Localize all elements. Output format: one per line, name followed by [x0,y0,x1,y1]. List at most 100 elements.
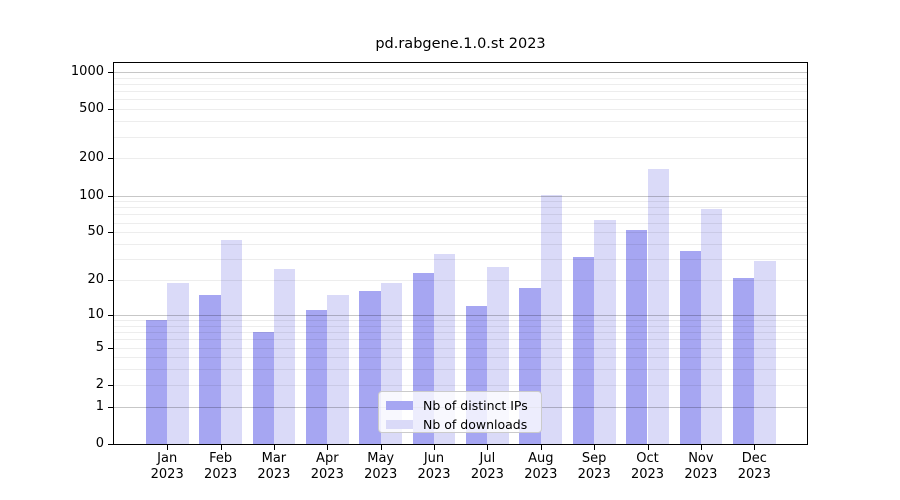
x-tick-label-mar: Mar 2023 [257,451,291,482]
y-tick-label: 0 [95,436,104,451]
y-tick-mark [108,444,113,445]
legend-item-distinct-ips: Nb of distinct IPs [386,396,541,414]
x-tick-label-nov: Nov 2023 [684,451,718,482]
bar-downloads-nov [700,209,723,444]
x-tick-mark [380,445,382,450]
x-tick-label-sep: Sep 2023 [577,451,611,482]
gridline-minor [114,244,807,245]
x-tick-label-jul: Jul 2023 [470,451,504,482]
y-tick-label: 1000 [70,63,104,79]
y-tick-mark [108,314,113,316]
bar-distinct-ips-oct [626,230,648,444]
x-tick-label-feb: Feb 2023 [204,451,238,482]
legend-label-distinct-ips: Nb of distinct IPs [423,397,528,413]
x-tick-mark [273,445,275,450]
y-tick-mark [108,109,113,111]
bar-downloads-sep [594,220,616,444]
x-tick-label-jun: Jun 2023 [417,451,451,482]
y-tick-mark [108,232,113,234]
bar-downloads-feb [220,240,242,444]
y-tick-mark [108,347,113,349]
gridline-minor [114,201,807,203]
bar-distinct-ips-sep [572,257,595,444]
gridline-minor [114,109,807,111]
gridline-minor [114,121,807,123]
gridline-minor [114,222,807,224]
gridline-minor [114,325,807,327]
bar-downloads-dec [754,260,776,444]
gridline-minor [114,83,807,85]
x-tick-label-jan: Jan 2023 [150,451,184,482]
bar-downloads-aug [540,194,563,444]
gridline-minor [114,214,807,216]
y-tick-label: 50 [87,224,104,240]
gridline-minor [114,339,807,341]
y-tick-label: 5 [95,339,104,355]
bar-distinct-ips-nov [679,251,701,444]
x-tick-mark [594,445,596,450]
bar-downloads-oct [647,169,669,444]
x-tick-mark [700,445,702,450]
bar-distinct-ips-mar [252,332,274,444]
gridline-minor [114,207,807,209]
x-tick-mark [540,445,542,450]
y-tick-mark [108,71,113,73]
legend-swatch-downloads [386,419,413,429]
x-tick-label-apr: Apr 2023 [310,451,344,482]
x-tick-mark [220,445,222,450]
x-tick-mark [754,445,756,450]
gridline-minor [114,347,807,349]
bars-layer [114,63,807,444]
bar-distinct-ips-dec [732,277,755,444]
x-tick-mark [434,445,435,450]
gridline-major [114,314,807,316]
y-tick-mark [108,158,113,160]
gridline-minor [114,232,807,234]
gridline-minor [114,91,807,93]
gridline-minor [114,136,807,138]
bar-downloads-jan [167,282,189,444]
y-tick-label: 10 [87,306,104,322]
bar-downloads-apr [327,294,349,444]
y-tick-mark [108,195,113,197]
legend: Nb of distinct IPs Nb of downloads [378,391,542,433]
y-tick-label: 500 [79,101,104,117]
x-tick-mark [327,445,329,450]
bar-distinct-ips-apr [305,310,328,444]
x-tick-label-may: May 2023 [364,451,398,482]
plot-area [113,62,808,445]
chart-title: pd.rabgene.1.0.st 2023 [375,36,546,52]
bar-distinct-ips-feb [199,294,221,444]
x-tick-mark [647,445,649,450]
y-tick-mark [108,280,113,281]
gridline-minor [114,369,807,371]
bar-distinct-ips-jan [145,320,168,444]
y-tick-label: 2 [95,376,104,392]
gridline-minor [114,320,807,321]
legend-label-downloads: Nb of downloads [423,416,528,432]
y-tick-mark [108,406,113,408]
x-tick-label-dec: Dec 2023 [737,451,771,482]
gridlines-layer [114,63,807,444]
gridline-minor [114,99,807,101]
gridline-minor [114,280,807,281]
x-tick-label-aug: Aug 2023 [524,451,558,482]
y-tick-mark [108,384,113,386]
bar-downloads-mar [273,268,296,444]
y-tick-label: 100 [79,187,104,203]
legend-item-downloads: Nb of downloads [386,415,541,433]
y-tick-label: 200 [79,150,104,166]
gridline-major [114,195,807,197]
gridline-minor [114,77,807,79]
gridline-minor [114,158,807,160]
x-tick-label-oct: Oct 2023 [630,451,665,482]
gridline-minor [114,384,807,386]
x-tick-mark [487,445,489,450]
gridline-minor [114,259,807,261]
gridline-major [114,71,807,73]
y-tick-label: 1 [95,398,104,414]
x-tick-mark [167,445,169,450]
legend-swatch-distinct-ips [386,400,413,410]
gridline-minor [114,332,807,333]
